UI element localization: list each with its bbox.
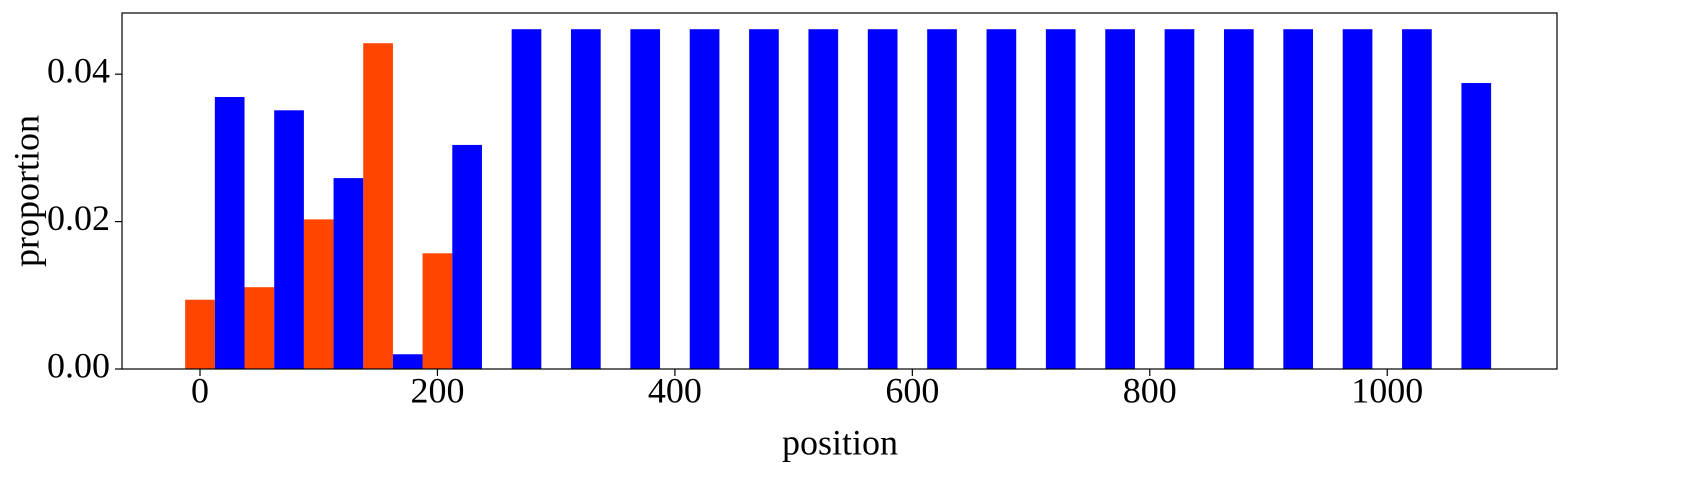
bar — [1342, 29, 1373, 369]
bar — [630, 29, 661, 369]
bar — [1045, 29, 1076, 369]
bar — [363, 43, 393, 370]
x-tick-label: 200 — [410, 370, 464, 410]
x-tick-label: 1000 — [1351, 370, 1423, 410]
y-tick-label: 0.00 — [47, 345, 110, 385]
bar — [1223, 29, 1254, 369]
bar — [303, 219, 334, 369]
bar — [185, 299, 215, 369]
x-tick-label: 800 — [1123, 370, 1177, 410]
x-tick-label: 0 — [191, 370, 209, 410]
bar — [511, 29, 542, 369]
bar — [452, 144, 482, 369]
bar — [808, 29, 839, 369]
bar — [749, 29, 779, 369]
bar — [274, 110, 304, 369]
bar — [1164, 29, 1195, 369]
x-axis-label: position — [782, 422, 898, 462]
bar — [571, 29, 601, 369]
bar — [392, 354, 423, 369]
bar — [1283, 29, 1314, 369]
bar — [214, 97, 245, 369]
bar — [1105, 29, 1135, 369]
bar — [689, 29, 720, 369]
y-tick-label: 0.02 — [47, 198, 110, 238]
x-tick-label: 600 — [885, 370, 939, 410]
bar — [927, 29, 957, 369]
x-tick-label: 400 — [648, 370, 702, 410]
bar — [1461, 83, 1492, 370]
bar — [333, 178, 364, 369]
bar — [1402, 29, 1432, 369]
bar — [986, 29, 1017, 369]
bar — [867, 29, 898, 369]
y-tick-label: 0.04 — [47, 50, 110, 90]
bar — [422, 253, 453, 369]
y-axis-label: proportion — [6, 115, 46, 267]
plot-frame — [121, 12, 1558, 370]
bar — [244, 287, 275, 369]
